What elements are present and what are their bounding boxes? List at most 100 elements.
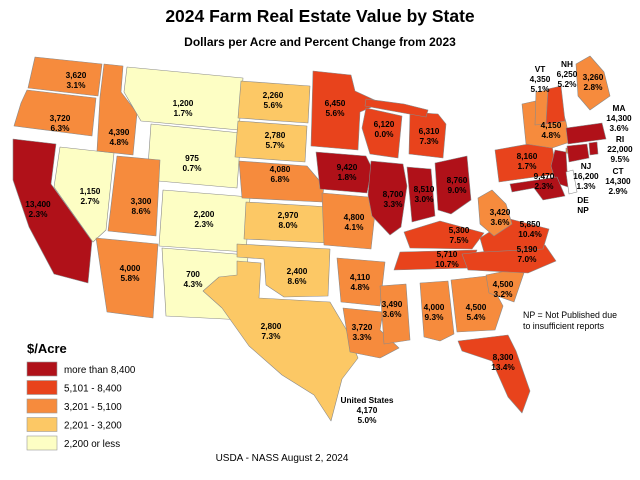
state-ms [379,283,411,345]
state-label-az: 4,000 5.8% [120,263,141,283]
state-mi-part1 [364,98,429,118]
state-label-la: 3,720 3.3% [352,322,373,342]
state-ma [565,122,607,145]
state-ut [107,155,161,237]
state-me [575,55,611,111]
state-label-nm: 700 4.3% [184,269,204,289]
state-label-sc: 4,500 3.2% [493,279,514,299]
state-label-wa: 3,620 3.1% [66,70,87,90]
state-label-mo: 4,800 4.1% [344,212,365,232]
us-total: United States 4,170 5.0% [340,395,393,425]
state-or [13,89,97,137]
legend-label-3: 2,201 - 3,200 [64,421,122,432]
state-label-ma: MA 14,300 3.6% [606,103,632,133]
state-label-fl: 8,300 13.4% [491,352,515,372]
legend-swatch-3 [26,417,58,432]
page-subtitle: Dollars per Acre and Percent Change from… [184,35,456,49]
state-label-sd: 2,780 5.7% [265,130,286,150]
legend-swatch-4 [26,435,58,451]
state-label-or: 3,720 6.3% [50,113,71,133]
state-label-nv: 1,150 2.7% [80,186,101,206]
state-de [565,169,578,195]
state-label-ia: 9,420 1.8% [337,162,358,182]
state-label-nc: 5,190 7.0% [517,244,538,264]
state-nh [545,85,566,125]
state-label-pa: 8,160 1.7% [517,151,538,171]
state-label-ks: 2,970 8.0% [278,210,299,230]
state-ct [566,143,590,163]
legend-title: $/Acre [27,341,67,356]
state-label-in: 8,510 3.0% [414,184,435,204]
state-label-de: DE NP [577,195,589,215]
legend-swatch-2 [26,398,58,414]
source-credit: USDA - NASS August 2, 2024 [216,453,349,464]
state-al [419,280,455,342]
state-labels-layer: 3,620 3.1% 3,720 6.3% 13,400 2.3% 1,150 2.7% 4,3… [25,59,633,372]
legend-label-2: 3,201 - 5,100 [64,402,122,413]
legend-label-0: more than 8,400 [64,365,136,376]
state-wi [361,107,403,159]
state-label-nd: 2,260 5.6% [263,90,284,110]
state-label-ms: 3,490 3.6% [382,299,403,319]
legend-items: more than 8,400 5,101 - 8,400 3,201 - 5,10… [26,361,136,451]
state-fl [457,334,531,414]
us-total-label: United States [340,395,393,405]
state-label-ca: 13,400 2.3% [25,199,51,219]
state-id [96,63,138,156]
state-label-me: 3,260 2.8% [583,72,604,92]
legend-swatch-0 [26,361,58,377]
state-mt [123,66,244,131]
state-label-wv: 3,420 3.6% [490,207,511,227]
us-total-change: 5.0% [358,415,378,425]
state-oh [434,155,472,215]
state-label-wy: 975 0.7% [183,153,203,173]
state-nd [237,80,311,124]
state-mi [408,111,447,159]
state-ok [236,243,331,298]
state-sd [234,120,308,163]
state-wa [27,56,103,97]
state-il [367,160,408,236]
state-label-tn: 5,710 10.7% [435,249,459,269]
state-mn [310,70,382,151]
state-label-mn: 6,450 5.6% [325,98,346,118]
legend-swatch-1 [26,380,58,395]
state-label-nh: NH 6,250 5.2% [557,59,578,89]
np-note: NP = Not Published due to insufficient r… [523,310,617,331]
state-label-il: 8,700 3.3% [383,189,404,209]
state-tx [202,260,359,422]
state-label-ky: 5,300 7.5% [449,225,470,245]
state-label-ok: 2,400 8.6% [287,266,308,286]
state-mo [321,192,376,250]
state-in [406,166,436,223]
us-total-value: 4,170 [357,405,378,415]
state-label-wi: 6,120 0.0% [374,119,395,139]
state-label-ut: 3,300 8.6% [131,196,152,216]
states-layer [12,55,611,422]
state-label-vt: VT 4,350 5.1% [530,64,551,94]
state-label-md: 9,470 2.3% [534,171,555,191]
legend-label-4: 2,200 or less [64,439,120,450]
page-title: 2024 Farm Real Estate Value by State [165,6,475,26]
state-label-ny: 4,150 4.8% [541,120,562,140]
state-ri [588,141,599,156]
state-label-co: 2,200 2.3% [194,209,215,229]
state-label-tx: 2,800 7.3% [261,321,282,341]
state-label-mi: 6,310 7.3% [419,126,440,146]
state-label-al: 4,000 9.3% [424,302,445,322]
state-label-mt: 1,200 1.7% [173,98,194,118]
np-note-line2: to insufficient reports [523,321,605,331]
state-label-nj: NJ 16,200 1.3% [573,161,599,191]
state-md [509,176,566,201]
state-label-ne: 4,080 6.8% [270,164,291,184]
state-label-ct: CT 14,300 2.9% [605,166,631,196]
legend-label-1: 5,101 - 8,400 [64,384,122,395]
state-az [95,237,159,319]
state-ca [12,138,93,284]
np-note-line1: NP = Not Published due [523,310,617,320]
state-ar [336,257,386,307]
state-ky [403,220,485,250]
state-wv [477,189,513,237]
state-label-id: 4,390 4.8% [109,127,130,147]
